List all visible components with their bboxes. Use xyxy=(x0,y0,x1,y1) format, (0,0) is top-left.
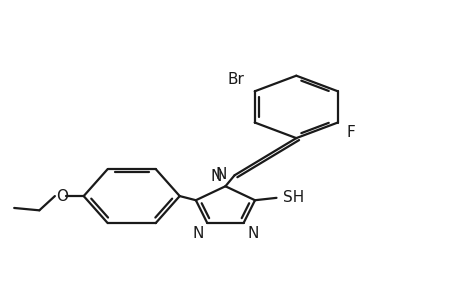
Text: Br: Br xyxy=(227,72,244,87)
Text: F: F xyxy=(345,125,354,140)
Text: N: N xyxy=(192,226,203,242)
Text: O: O xyxy=(56,189,68,204)
Text: N: N xyxy=(247,226,258,242)
Text: N: N xyxy=(210,169,221,184)
Text: N: N xyxy=(215,167,227,182)
Text: SH: SH xyxy=(283,190,304,205)
